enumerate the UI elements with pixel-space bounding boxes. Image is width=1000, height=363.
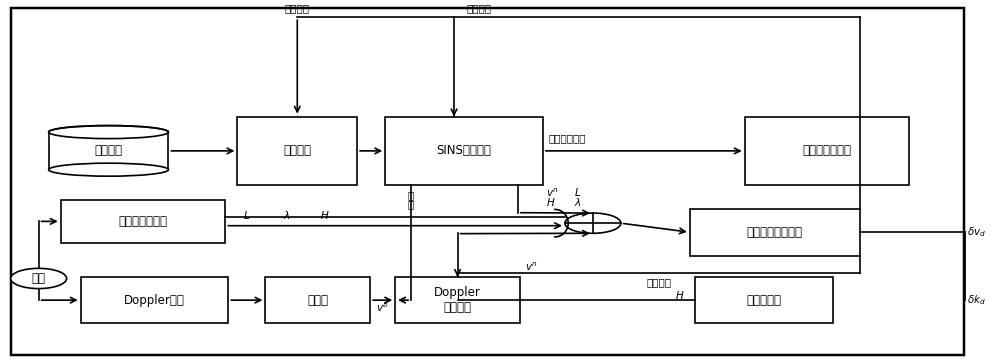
Text: $H$: $H$ [320,209,330,221]
Text: $\delta v_d$: $\delta v_d$ [967,225,986,239]
Text: 态: 态 [408,199,414,209]
Text: $L$: $L$ [243,209,251,221]
Text: 控制和综显模块: 控制和综显模块 [803,144,852,158]
Bar [237,117,357,185]
Text: 天线: 天线 [32,272,46,285]
Text: Doppler雷达: Doppler雷达 [124,294,185,307]
Text: 反馈校正: 反馈校正 [467,4,492,13]
Text: 光纤惯导: 光纤惯导 [95,144,123,158]
Text: 反馈校正: 反馈校正 [646,277,671,287]
Text: $v^b$: $v^b$ [376,301,389,314]
Text: 预滤波: 预滤波 [307,294,328,307]
Bar [385,117,543,185]
Bar [745,117,909,185]
Bar [695,277,833,323]
Bar [81,277,228,323]
Text: $v^n$: $v^n$ [525,261,538,273]
Text: $H$: $H$ [546,196,555,208]
Text: 误差补偿: 误差补偿 [283,144,311,158]
Text: 组合导航输出: 组合导航输出 [549,134,586,144]
Text: Doppler
速度转换: Doppler 速度转换 [434,286,481,314]
Bar [690,209,860,256]
Text: 反馈校正: 反馈校正 [285,4,310,13]
Text: $v^n$: $v^n$ [546,186,559,199]
Bar [61,200,225,243]
Text: 气压高度表: 气压高度表 [746,294,781,307]
Circle shape [11,268,67,289]
Text: $\lambda$: $\lambda$ [574,196,581,208]
Text: 自适应卡尔曼滤波: 自适应卡尔曼滤波 [747,226,803,239]
Bar [395,277,520,323]
Text: $L$: $L$ [574,187,581,199]
Ellipse shape [49,126,168,139]
Text: 北斗卫星接收机: 北斗卫星接收机 [118,215,167,228]
Text: SINS导航计算: SINS导航计算 [437,144,491,158]
Bar [265,277,370,323]
Circle shape [565,213,621,233]
Text: 姿: 姿 [408,190,414,200]
Ellipse shape [49,163,168,176]
Text: $\delta k_d$: $\delta k_d$ [967,293,986,307]
Bar [49,132,168,170]
Text: $\lambda$: $\lambda$ [283,209,291,221]
Text: $H$: $H$ [675,289,685,301]
